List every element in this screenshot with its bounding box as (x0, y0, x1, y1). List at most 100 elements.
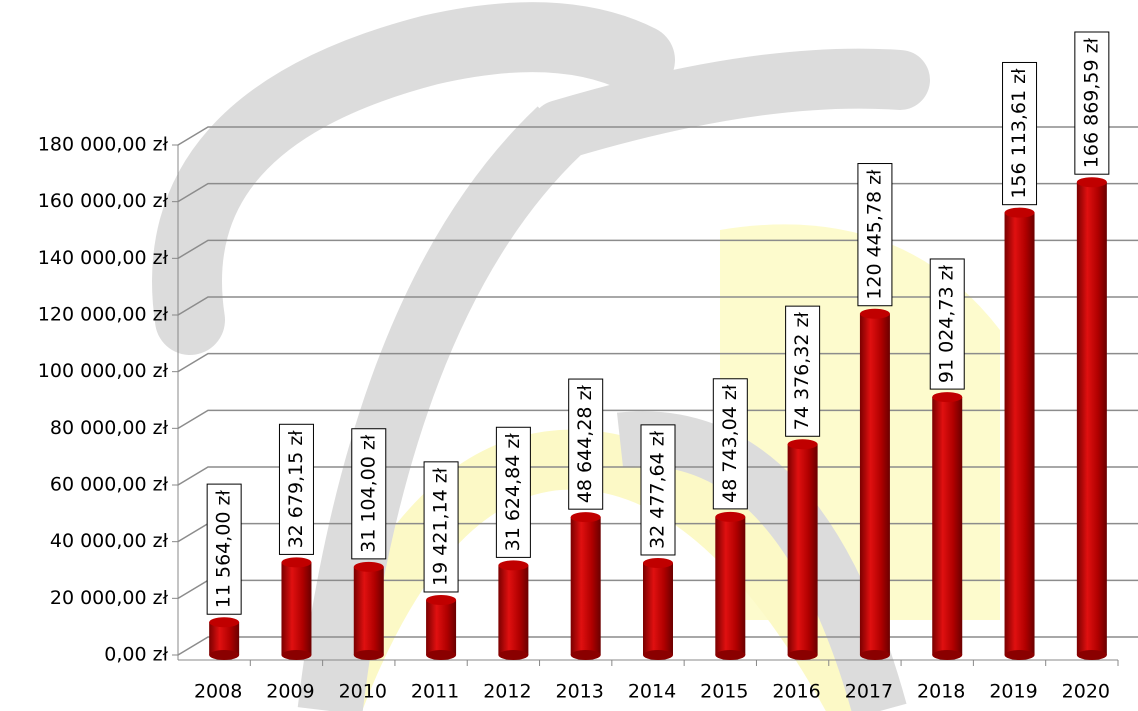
data-label: 31 104,00 zł (357, 434, 379, 553)
x-tick-label: 2010 (339, 681, 387, 703)
bar-top (932, 392, 963, 403)
bar-base (643, 650, 673, 660)
grid-line (177, 126, 1138, 146)
data-label-box (1074, 31, 1110, 175)
x-tick-label: 2020 (1062, 681, 1110, 703)
data-label: 32 477,64 zł (647, 430, 669, 549)
x-tick-label: 2016 (772, 681, 820, 703)
bar-top (1076, 177, 1107, 188)
data-label-group: 48 644,28 zł (568, 378, 604, 510)
x-tick-label: 2009 (266, 681, 314, 703)
y-tick-label: 0,00 zł (104, 644, 168, 666)
bar-base (1076, 650, 1107, 660)
data-label-group: 31 624,84 zł (495, 426, 531, 558)
y-tick-label: 60 000,00 zł (50, 474, 169, 496)
x-tick-label: 2014 (628, 681, 676, 703)
bar-base (570, 650, 601, 660)
data-label: 74 376,32 zł (791, 312, 813, 431)
x-tick-label: 2019 (989, 681, 1037, 703)
bar (643, 562, 673, 655)
data-label: 19 421,14 zł (430, 467, 452, 586)
bar-base (787, 650, 818, 660)
data-label-group: 31 104,00 zł (351, 428, 387, 560)
bar-top (426, 594, 457, 605)
grid-line (177, 636, 1138, 656)
y-tick-label: 140 000,00 zł (38, 247, 169, 269)
grid-line (177, 182, 1138, 203)
bar-top (1004, 207, 1035, 218)
bar-top (281, 557, 312, 568)
bar-base (1004, 650, 1035, 660)
bar (281, 562, 312, 655)
data-label: 156 113,61 zł (1008, 68, 1030, 199)
bar (426, 599, 457, 655)
y-tick-label: 20 000,00 zł (50, 587, 169, 609)
x-tick-label: 2017 (845, 681, 893, 703)
bar-base (498, 650, 529, 660)
data-label-group: 74 376,32 zł (785, 305, 821, 437)
bar-top (209, 617, 240, 628)
bar-top (570, 512, 601, 523)
data-label-group: 32 679,15 zł (278, 423, 314, 555)
data-label: 11 564,00 zł (213, 490, 235, 609)
data-label: 91 024,73 zł (936, 264, 958, 383)
bar-base (715, 650, 746, 660)
data-label-group: 120 445,78 zł (857, 163, 893, 307)
bar (787, 444, 818, 655)
x-tick-label: 2011 (411, 681, 459, 703)
data-label-box (206, 483, 242, 615)
x-tick-label: 2008 (194, 681, 242, 703)
data-label-box (712, 378, 748, 510)
data-label-group: 32 477,64 zł (640, 424, 676, 556)
data-label-box (857, 163, 893, 307)
data-label-box (929, 258, 965, 390)
data-label: 166 869,59 zł (1080, 37, 1102, 168)
bar-top (715, 511, 746, 522)
bar (1004, 212, 1035, 655)
bar-top (643, 557, 673, 568)
grid-line (177, 466, 1138, 486)
bar (1076, 182, 1107, 656)
data-label-group: 156 113,61 zł (1002, 61, 1038, 206)
data-label-group: 166 869,59 zł (1074, 31, 1110, 175)
bar-top (787, 439, 818, 450)
bar-top (859, 308, 890, 319)
bar-top (498, 560, 529, 571)
bar-top (353, 561, 384, 572)
data-label-group: 19 421,14 zł (423, 461, 459, 593)
x-tick-label: 2015 (700, 681, 748, 703)
data-label: 48 743,04 zł (719, 384, 741, 503)
bar-base (209, 650, 240, 660)
data-label-box (351, 428, 387, 560)
bar (932, 397, 963, 655)
data-label-box (278, 423, 314, 555)
data-label-box (495, 426, 531, 558)
y-tick-label: 40 000,00 zł (50, 530, 169, 552)
y-tick-label: 120 000,00 zł (38, 304, 169, 326)
grid-line (177, 296, 1138, 316)
bar (498, 565, 529, 655)
grid-line (177, 409, 1138, 429)
data-label-group: 48 743,04 zł (712, 378, 748, 510)
y-tick-label: 180 000,00 zł (38, 134, 169, 156)
data-label-group: 91 024,73 zł (929, 258, 965, 390)
bar-base (932, 650, 963, 660)
data-label: 48 644,28 zł (574, 384, 596, 503)
data-label: 31 624,84 zł (502, 433, 524, 552)
bar-base (426, 650, 457, 660)
data-label-box (785, 305, 821, 437)
data-label-box (568, 378, 604, 510)
data-label-box (423, 461, 459, 593)
y-tick-label: 100 000,00 zł (38, 360, 169, 382)
bar (570, 517, 601, 655)
data-label: 120 445,78 zł (863, 169, 885, 300)
bar-base (859, 650, 890, 660)
data-label-box (640, 424, 676, 556)
bar (715, 516, 746, 655)
bar (209, 622, 240, 655)
y-tick-label: 160 000,00 zł (38, 190, 169, 212)
data-label-box (1002, 61, 1038, 206)
bar-base (281, 650, 312, 660)
x-tick-label: 2012 (483, 681, 531, 703)
